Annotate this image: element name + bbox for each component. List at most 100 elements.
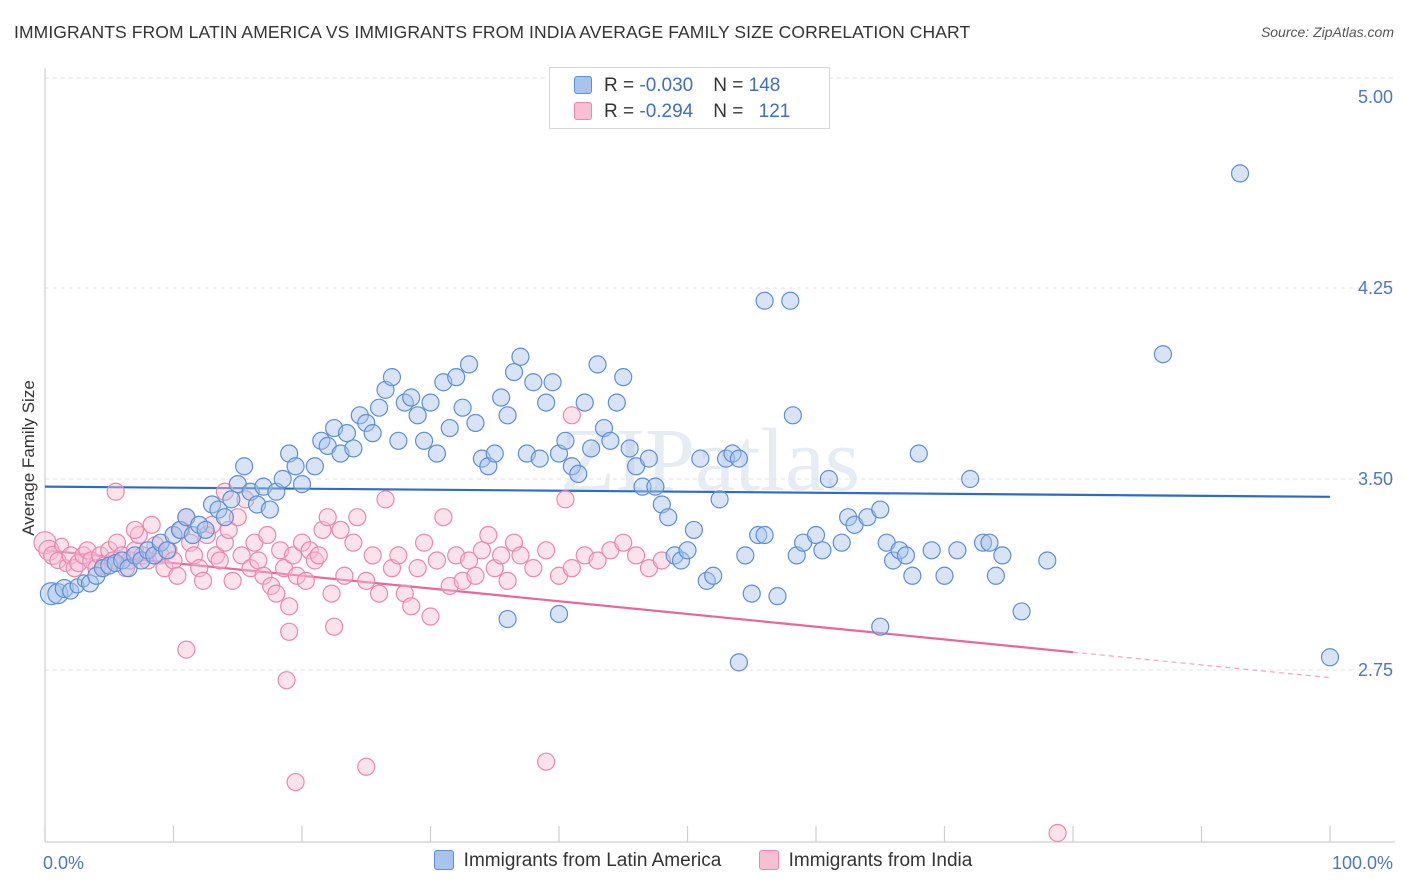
x-tick-label: 100.0% (1332, 853, 1393, 873)
india-point (106, 482, 125, 501)
latin-america-point (543, 373, 562, 392)
india-point (389, 546, 408, 565)
india-point (300, 541, 319, 560)
latin-america-point (607, 393, 626, 412)
latin-america-point (292, 474, 312, 494)
latin-america-point (922, 541, 941, 560)
legend-swatch-blue (574, 76, 592, 94)
x-tick-label: 0.0% (43, 853, 84, 873)
y-tick-label: 3.50 (1358, 469, 1393, 489)
india-point (267, 584, 286, 603)
india-point (286, 772, 305, 792)
india-point (331, 520, 350, 540)
india-point (249, 551, 268, 570)
latin-america-point (530, 449, 549, 468)
latin-america-point (498, 609, 517, 629)
latin-america-point (363, 424, 382, 443)
latin-america-point (344, 439, 363, 458)
india-point (511, 546, 530, 565)
latin-america-point (260, 500, 279, 519)
latin-america-point (871, 500, 890, 519)
latin-america-point (350, 406, 369, 425)
latin-america-point (980, 533, 999, 552)
bottom-legend-swatch-blue (433, 850, 454, 870)
india-point (614, 533, 633, 552)
latin-america-point (903, 566, 922, 585)
trend-lines (44, 485, 1331, 679)
india-point (344, 533, 363, 552)
latin-america-point (1012, 602, 1031, 621)
latin-america-point (783, 406, 802, 425)
latin-america-point (357, 413, 376, 433)
latin-america-point (370, 398, 389, 417)
legend-n-value: 148 (748, 75, 781, 96)
india-point (232, 546, 251, 565)
latin-america-point (659, 508, 678, 527)
latin-america-point (549, 604, 569, 624)
latin-america-point (511, 347, 530, 366)
india-point (498, 571, 517, 590)
bottom-legend-label: Immigrants from Latin America (463, 850, 722, 871)
latin-america-point (196, 520, 215, 540)
axes (44, 68, 1395, 843)
latin-america-point (459, 355, 479, 374)
india-point (125, 520, 145, 540)
india-point (168, 566, 187, 585)
bottom-legend-item-india[interactable]: Immigrants from India (758, 850, 972, 872)
latin-america-point (408, 406, 427, 425)
india-point (537, 752, 556, 771)
bottom-legend-swatch-pink (758, 850, 779, 870)
latin-america-point (948, 541, 967, 560)
latin-america-point (620, 439, 639, 458)
india-point (335, 566, 354, 585)
y-tick-label: 5.00 (1358, 87, 1393, 107)
source-label: Source: ZipAtlas.com (1260, 24, 1394, 40)
latin-america-point (755, 291, 774, 310)
trend-line-india-extrapolated (1072, 651, 1331, 679)
latin-america-point (286, 457, 305, 476)
legend-r-label: R = (604, 75, 640, 96)
latin-america-point (742, 584, 761, 603)
latin-america-point (961, 469, 980, 489)
india-point (277, 671, 296, 690)
india-point (524, 559, 543, 578)
india-point (280, 622, 299, 641)
india-point (193, 571, 213, 590)
latin-america-point (588, 355, 607, 374)
bottom-legend-item-latin-america[interactable]: Immigrants from Latin America (433, 850, 722, 872)
legend-row-latin-america: R = -0.030 N = 148 (574, 75, 780, 101)
india-point (1048, 823, 1067, 843)
latin-america-point (69, 578, 85, 594)
india-point (254, 566, 273, 585)
india-point (626, 546, 646, 565)
series-india-points (33, 406, 1067, 843)
legend-box: R = -0.030 N = 148 R = -0.294 N = 121 (549, 67, 830, 129)
latin-america-point (382, 368, 402, 387)
latin-america-point (222, 490, 241, 509)
latin-america-point (806, 525, 826, 545)
latin-america-point (633, 477, 652, 496)
trend-line-latin-america (44, 485, 1331, 498)
latin-america-point (729, 449, 749, 468)
latin-america-point (832, 533, 851, 552)
latin-america-point (485, 444, 504, 463)
latin-america-point (157, 541, 177, 560)
india-point (287, 566, 306, 585)
latin-america-point (215, 508, 234, 527)
latin-america-point (427, 444, 447, 463)
latin-america-point (235, 457, 254, 476)
latin-america-point (1320, 648, 1340, 667)
bottom-legend: Immigrants from Latin America Immigrants… (0, 850, 1406, 872)
latin-america-point (781, 291, 800, 310)
latin-america-point (896, 546, 916, 565)
legend-swatch-pink (574, 102, 592, 120)
india-point (296, 571, 315, 590)
india-point (357, 571, 376, 590)
india-point (408, 559, 427, 578)
india-point (562, 559, 581, 578)
latin-america-point (562, 457, 581, 476)
y-tick-label: 4.25 (1358, 278, 1393, 298)
india-point (258, 525, 277, 545)
legend-row-india: R = -0.294 N = 121 (574, 101, 790, 127)
latin-america-point (935, 566, 954, 585)
